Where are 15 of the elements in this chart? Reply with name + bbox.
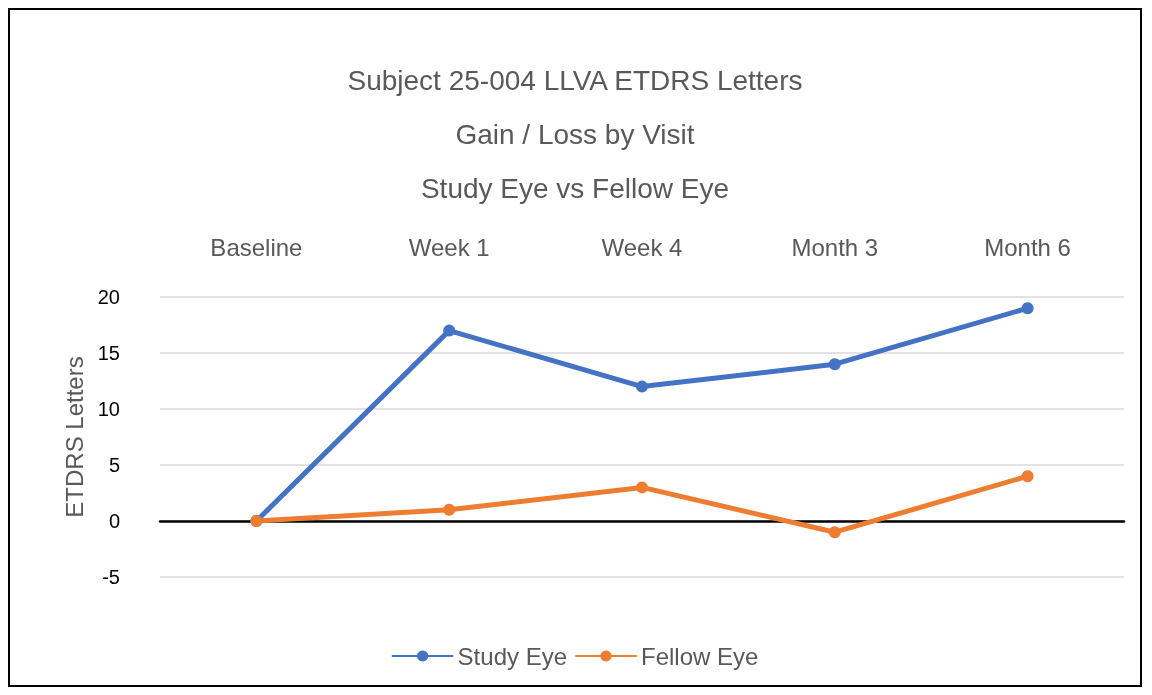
x-tick-label: Month 6 (984, 233, 1071, 261)
y-tick-label: 0 (108, 510, 120, 532)
chart-title: Subject 25-004 LLVA ETDRS Letters Gain / Loss by Visit Study Eye vs Fellow Eye (347, 64, 803, 204)
y-tick-label: 15 (97, 342, 120, 364)
y-tick-label: 10 (97, 398, 120, 420)
legend-label: Fellow Eye (641, 642, 759, 670)
y-tick-label: -5 (102, 566, 120, 588)
y-axis-title: ETDRS Letters (61, 356, 89, 518)
y-tick-label: 20 (97, 286, 120, 308)
x-tick-label: Week 4 (601, 233, 683, 261)
x-tick-label: Week 1 (408, 233, 490, 261)
y-tick-label: 5 (108, 454, 120, 476)
x-tick-label: Month 3 (791, 233, 879, 261)
x-tick-label: Baseline (210, 233, 303, 261)
legend-label: Study Eye (457, 642, 568, 670)
